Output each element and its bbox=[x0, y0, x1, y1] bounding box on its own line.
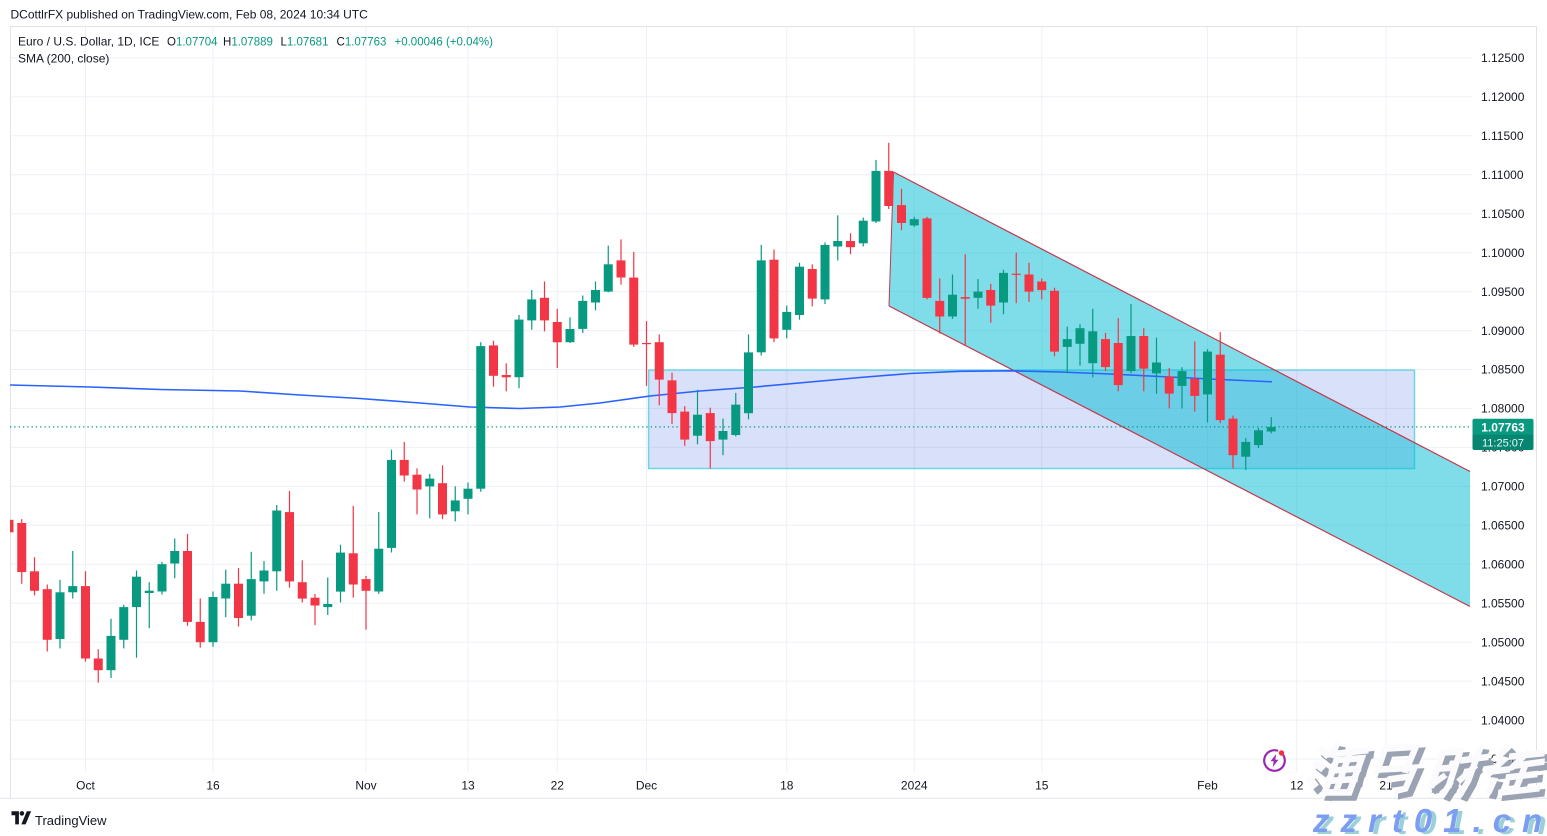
svg-text:Feb: Feb bbox=[1197, 779, 1218, 793]
svg-text:12: 12 bbox=[1290, 779, 1304, 793]
svg-text:zzrt01.cn: zzrt01.cn bbox=[1317, 804, 1547, 836]
svg-text:1.07000: 1.07000 bbox=[1481, 480, 1525, 494]
svg-text:1.12500: 1.12500 bbox=[1481, 51, 1525, 65]
svg-text:SMA (200, close): SMA (200, close) bbox=[18, 52, 109, 66]
svg-text:15: 15 bbox=[1035, 779, 1049, 793]
svg-text:TradingView: TradingView bbox=[35, 813, 107, 828]
svg-text:1.10000: 1.10000 bbox=[1481, 246, 1525, 260]
svg-text:1.05500: 1.05500 bbox=[1481, 596, 1525, 610]
svg-text:C1.07763: C1.07763 bbox=[337, 37, 387, 49]
svg-text:1.05000: 1.05000 bbox=[1481, 635, 1525, 649]
svg-text:1.09000: 1.09000 bbox=[1481, 324, 1525, 338]
svg-text:1.04500: 1.04500 bbox=[1481, 674, 1525, 688]
svg-text:Oct: Oct bbox=[76, 779, 95, 793]
svg-text:L1.07681: L1.07681 bbox=[281, 37, 329, 49]
svg-text:13: 13 bbox=[461, 779, 475, 793]
svg-text:1.09500: 1.09500 bbox=[1481, 285, 1525, 299]
svg-text:1.07763: 1.07763 bbox=[1481, 420, 1525, 434]
svg-text:Dec: Dec bbox=[636, 779, 657, 793]
svg-text:1.10500: 1.10500 bbox=[1481, 207, 1525, 221]
svg-text:1.11000: 1.11000 bbox=[1481, 168, 1524, 182]
svg-text:H1.07889: H1.07889 bbox=[223, 37, 273, 49]
svg-text:zzrt01.cn: zzrt01.cn bbox=[1312, 802, 1547, 836]
svg-text:16: 16 bbox=[206, 779, 220, 793]
svg-text:1.04000: 1.04000 bbox=[1481, 713, 1525, 727]
svg-text:+0.00046 (+0.04%): +0.00046 (+0.04%) bbox=[395, 37, 494, 49]
svg-text:18: 18 bbox=[780, 779, 794, 793]
svg-text:2024: 2024 bbox=[901, 779, 928, 793]
svg-text:Euro / U.S. Dollar, 1D, ICE: Euro / U.S. Dollar, 1D, ICE bbox=[18, 35, 159, 49]
svg-text:1.06000: 1.06000 bbox=[1481, 558, 1525, 572]
svg-text:1.12000: 1.12000 bbox=[1481, 90, 1525, 104]
svg-text:1.08500: 1.08500 bbox=[1481, 363, 1525, 377]
svg-text:Nov: Nov bbox=[355, 779, 376, 793]
svg-text:22: 22 bbox=[551, 779, 565, 793]
svg-text:11:25:07: 11:25:07 bbox=[1482, 438, 1524, 450]
svg-text:O1.07704: O1.07704 bbox=[167, 37, 218, 49]
svg-text:1.08000: 1.08000 bbox=[1481, 402, 1525, 416]
svg-text:1.06500: 1.06500 bbox=[1481, 519, 1525, 533]
svg-text:1.11500: 1.11500 bbox=[1481, 129, 1524, 143]
svg-text:DCottlrFX published on Trading: DCottlrFX published on TradingView.com, … bbox=[11, 8, 369, 22]
